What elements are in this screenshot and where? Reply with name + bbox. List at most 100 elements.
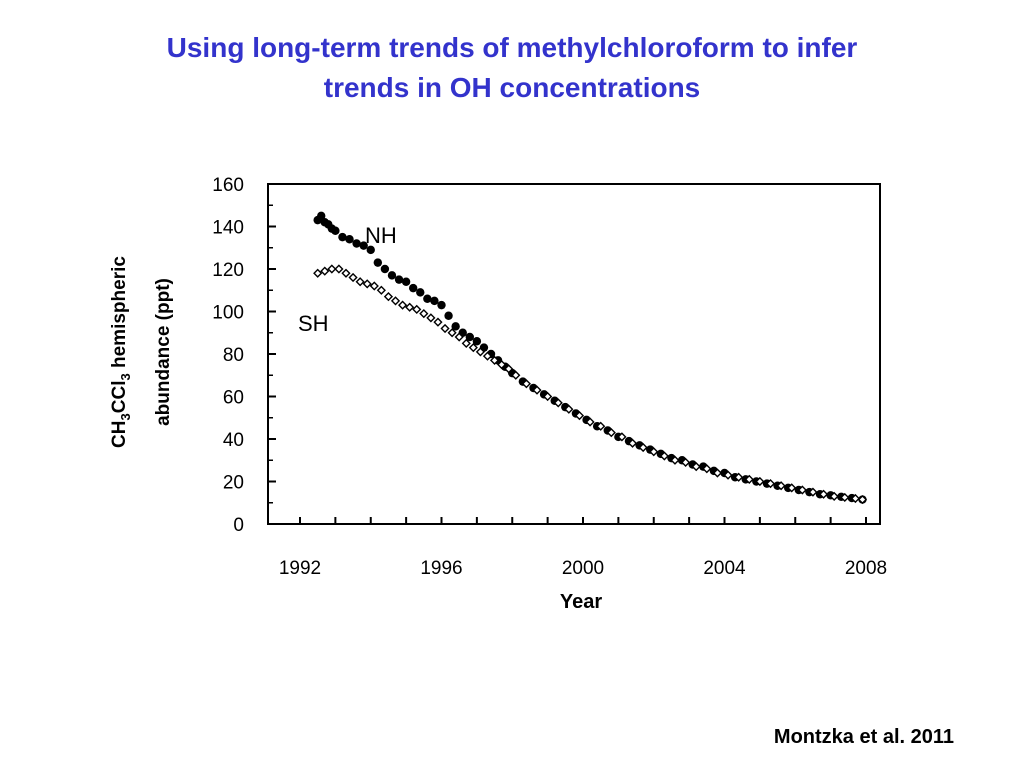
sh-data-point <box>405 302 415 312</box>
sh-data-point <box>447 328 457 338</box>
sh-data-point <box>433 317 443 327</box>
y-tick-label: 60 <box>223 388 244 409</box>
sh-data-point <box>348 272 358 283</box>
sh-data-point <box>787 483 797 493</box>
sh-data-point <box>744 474 754 484</box>
nh-data-point <box>359 241 368 250</box>
x-tick-label: 1992 <box>279 558 321 579</box>
y-axis-title-rest: hemispheric <box>109 256 130 374</box>
sh-data-point <box>659 451 669 461</box>
sh-data-point <box>369 281 379 291</box>
nh-data-point <box>317 211 326 221</box>
x-axis-title: Year <box>560 591 602 613</box>
sh-data-point <box>776 481 786 491</box>
y-axis-title-sub-1: 3 <box>118 413 133 420</box>
sh-data-point <box>390 296 401 306</box>
sh-data-point <box>355 277 365 287</box>
slide-title: Using long-term trends of methylchlorofo… <box>40 28 984 108</box>
nh-data-point <box>366 245 375 255</box>
slide-title-line-2: trends in OH concentrations <box>323 72 701 103</box>
sh-data-point <box>723 470 733 480</box>
sh-data-point <box>320 266 330 276</box>
nh-data-point <box>345 235 354 244</box>
y-tick-label: 0 <box>233 515 244 536</box>
sh-data-point <box>680 457 691 467</box>
nh-data-point <box>444 311 453 320</box>
sh-data-point <box>585 417 595 427</box>
x-tick-label: 2004 <box>703 558 746 579</box>
sh-data-point <box>617 432 627 442</box>
sh-data-point <box>850 493 860 504</box>
x-tick-label: 2008 <box>845 558 887 579</box>
sh-data-point <box>596 421 606 431</box>
sh-data-point <box>857 494 868 505</box>
y-axis: 0 20 40 60 80 100 120 140 160 <box>212 175 276 536</box>
svg-text:CH3CCl3 hemispheric: CH3CCl3 hemispheric <box>109 256 133 448</box>
nh-data-point <box>352 239 361 248</box>
sh-data-point <box>649 447 659 457</box>
sh-data-point <box>419 309 429 319</box>
sh-data-point <box>511 370 521 380</box>
sh-data-point <box>553 398 563 408</box>
y-axis-title-line-2: abundance (ppt) <box>153 278 174 426</box>
slide-title-line-1: Using long-term trends of methylchlorofo… <box>166 32 858 63</box>
sh-data-point <box>475 347 486 357</box>
sh-data-point <box>412 304 422 314</box>
y-tick-label: 40 <box>223 430 244 451</box>
x-axis: 1992 1996 2000 2004 2008 <box>279 517 887 579</box>
sh-data-point <box>734 472 744 482</box>
sh-data-point <box>327 264 337 274</box>
nh-data-point <box>423 294 432 303</box>
sh-data-point <box>564 404 574 414</box>
sh-data-point <box>313 268 323 278</box>
y-axis-title-ccl: CCl <box>109 381 130 414</box>
y-tick-label: 140 <box>212 218 244 239</box>
y-tick-label: 120 <box>212 260 244 281</box>
sh-data-point <box>638 442 648 453</box>
sh-data-point <box>504 364 514 374</box>
nh-data-point <box>401 277 411 286</box>
nh-data-point <box>338 232 347 242</box>
nh-series <box>313 211 867 504</box>
sh-data-point <box>691 462 701 472</box>
nh-data-point <box>394 275 404 284</box>
sh-series-label: SH <box>298 311 329 336</box>
nh-data-point <box>416 288 425 297</box>
sh-data-point <box>606 428 616 438</box>
nh-data-point <box>373 258 383 267</box>
y-tick-label: 100 <box>212 303 244 324</box>
nh-data-point <box>430 296 439 306</box>
nh-data-point <box>437 300 446 310</box>
sh-data-point <box>808 487 818 497</box>
sh-data-point <box>840 492 850 503</box>
sh-data-point <box>489 355 500 365</box>
sh-data-point <box>627 438 638 448</box>
sh-data-point <box>755 476 765 487</box>
sh-data-point <box>532 385 542 395</box>
sh-data-point <box>334 264 344 274</box>
nh-data-point <box>409 283 418 293</box>
nh-series-label: NH <box>365 223 397 248</box>
nh-data-point <box>472 337 482 346</box>
sh-data-point <box>426 313 436 323</box>
nh-data-point <box>465 332 474 342</box>
sh-data-point <box>397 300 408 310</box>
x-tick-label: 1996 <box>420 558 462 579</box>
sh-data-point <box>543 391 553 402</box>
x-tick-label: 2000 <box>562 558 604 579</box>
sh-data-point <box>383 292 394 302</box>
sh-data-point <box>482 351 493 361</box>
sh-data-point <box>829 491 839 501</box>
citation: Montzka et al. 2011 <box>773 726 954 748</box>
y-tick-label: 80 <box>223 345 244 366</box>
sh-data-point <box>521 379 531 389</box>
sh-data-point <box>574 411 585 421</box>
y-axis-title-sub-2: 3 <box>118 373 133 380</box>
sh-data-point <box>702 464 712 474</box>
sh-data-point <box>440 323 450 334</box>
sh-data-point <box>461 338 471 348</box>
sh-data-point <box>797 485 807 495</box>
sh-data-point <box>341 268 351 278</box>
sh-data-point <box>818 489 829 499</box>
